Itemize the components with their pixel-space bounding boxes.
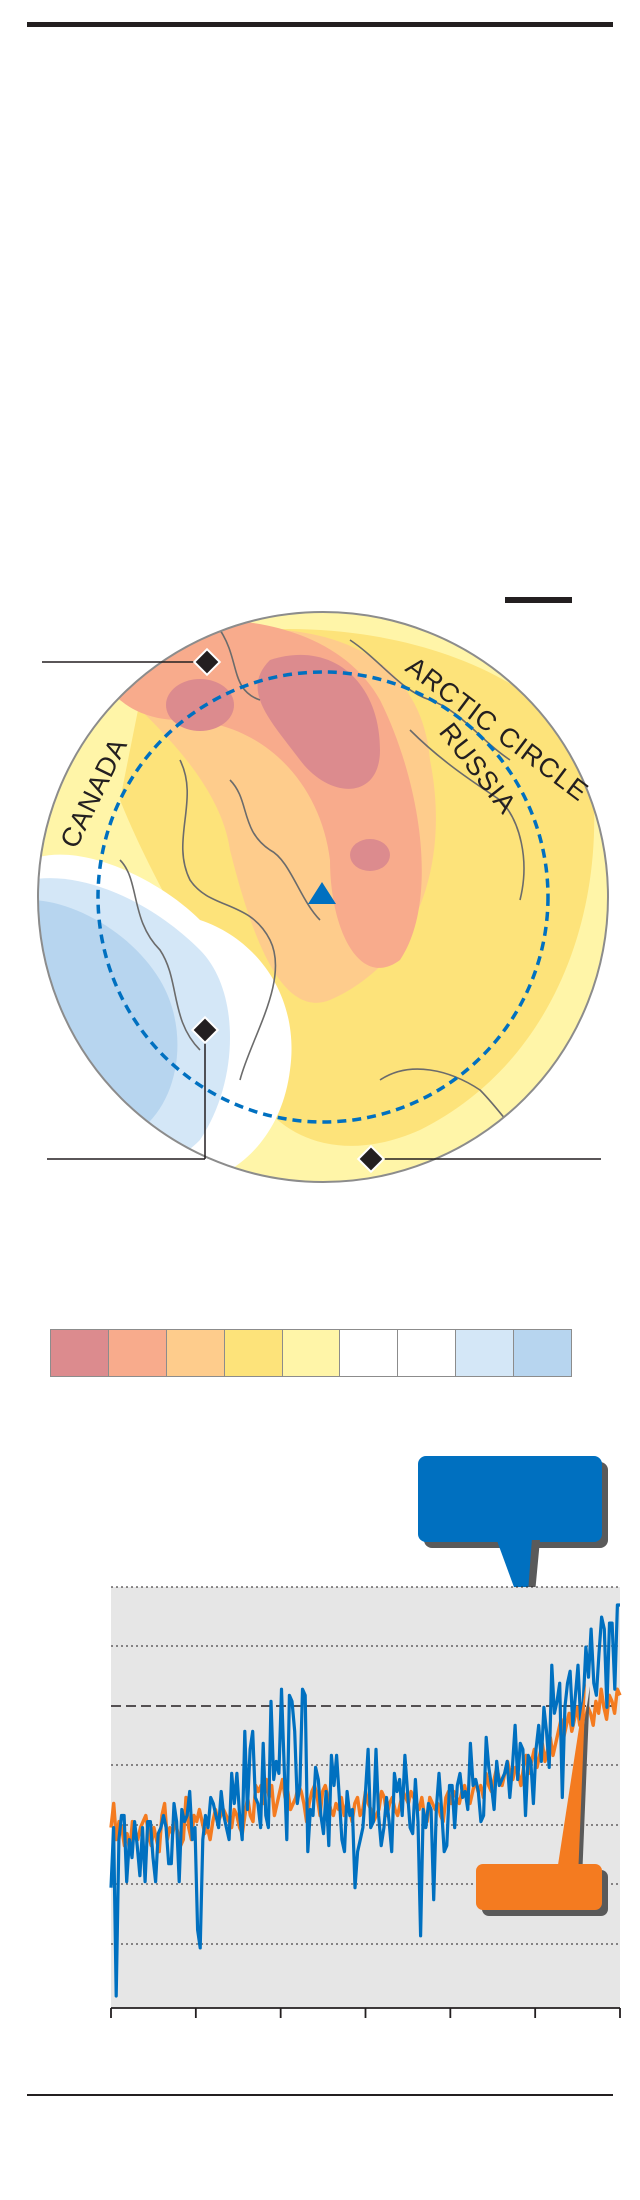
legend-swatch: [51, 1330, 109, 1376]
orange-callout-pointer: [556, 1682, 586, 1878]
location-marker: [190, 1015, 220, 1045]
arctic-circle-line: [96, 670, 550, 1124]
legend-swatch: [108, 1330, 167, 1376]
orange-callout-box: [476, 1864, 602, 1910]
anomaly-band-red: [166, 679, 234, 731]
legend-swatch: [282, 1330, 341, 1376]
anomaly-band-red: [350, 839, 390, 871]
anomaly-band-red: [257, 654, 380, 789]
temperature-anomaly-chart: [109, 1456, 622, 2018]
legend-swatch: [456, 1330, 515, 1376]
legend-swatch: [398, 1330, 457, 1376]
north-pole-marker: [308, 882, 336, 904]
grid-lines: [111, 1586, 620, 1945]
location-marker: [192, 647, 222, 677]
location-marker: [356, 1144, 386, 1174]
top-rule: [27, 22, 613, 27]
series-lines: [109, 1603, 622, 1998]
series-line-blue: [109, 1603, 620, 1998]
anomaly-color-legend: [50, 1329, 572, 1377]
arctic-anomaly-map: CANADA RUSSIA ARCTIC CIRCLE: [37, 597, 609, 1183]
legend-swatch: [514, 1330, 572, 1376]
x-axis-ticks: [110, 2008, 621, 2018]
scale-bar: [505, 597, 572, 603]
legend-swatch: [224, 1330, 283, 1376]
bottom-rule: [27, 2094, 613, 2096]
map-outline: [37, 611, 609, 1183]
blue-callout-box: [418, 1456, 602, 1542]
legend-swatch: [166, 1330, 225, 1376]
legend-swatch: [340, 1330, 399, 1376]
